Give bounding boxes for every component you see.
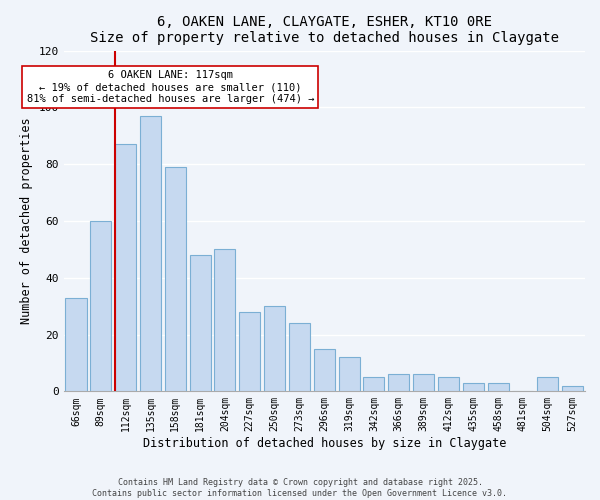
Bar <box>364 377 385 392</box>
Y-axis label: Number of detached properties: Number of detached properties <box>20 118 33 324</box>
Bar <box>413 374 434 392</box>
Bar <box>65 298 86 392</box>
Bar <box>463 383 484 392</box>
Bar <box>190 255 211 392</box>
Bar <box>289 323 310 392</box>
Bar <box>115 144 136 392</box>
Text: 6 OAKEN LANE: 117sqm
← 19% of detached houses are smaller (110)
81% of semi-deta: 6 OAKEN LANE: 117sqm ← 19% of detached h… <box>26 70 314 104</box>
Bar <box>488 383 509 392</box>
Bar <box>314 348 335 392</box>
Bar <box>537 377 559 392</box>
X-axis label: Distribution of detached houses by size in Claygate: Distribution of detached houses by size … <box>143 437 506 450</box>
Text: Contains HM Land Registry data © Crown copyright and database right 2025.
Contai: Contains HM Land Registry data © Crown c… <box>92 478 508 498</box>
Bar <box>264 306 285 392</box>
Bar <box>239 312 260 392</box>
Bar <box>438 377 459 392</box>
Bar <box>338 358 359 392</box>
Bar <box>165 167 186 392</box>
Bar <box>562 386 583 392</box>
Bar <box>90 221 112 392</box>
Bar <box>388 374 409 392</box>
Bar <box>214 250 235 392</box>
Title: 6, OAKEN LANE, CLAYGATE, ESHER, KT10 0RE
Size of property relative to detached h: 6, OAKEN LANE, CLAYGATE, ESHER, KT10 0RE… <box>90 15 559 45</box>
Bar <box>140 116 161 392</box>
